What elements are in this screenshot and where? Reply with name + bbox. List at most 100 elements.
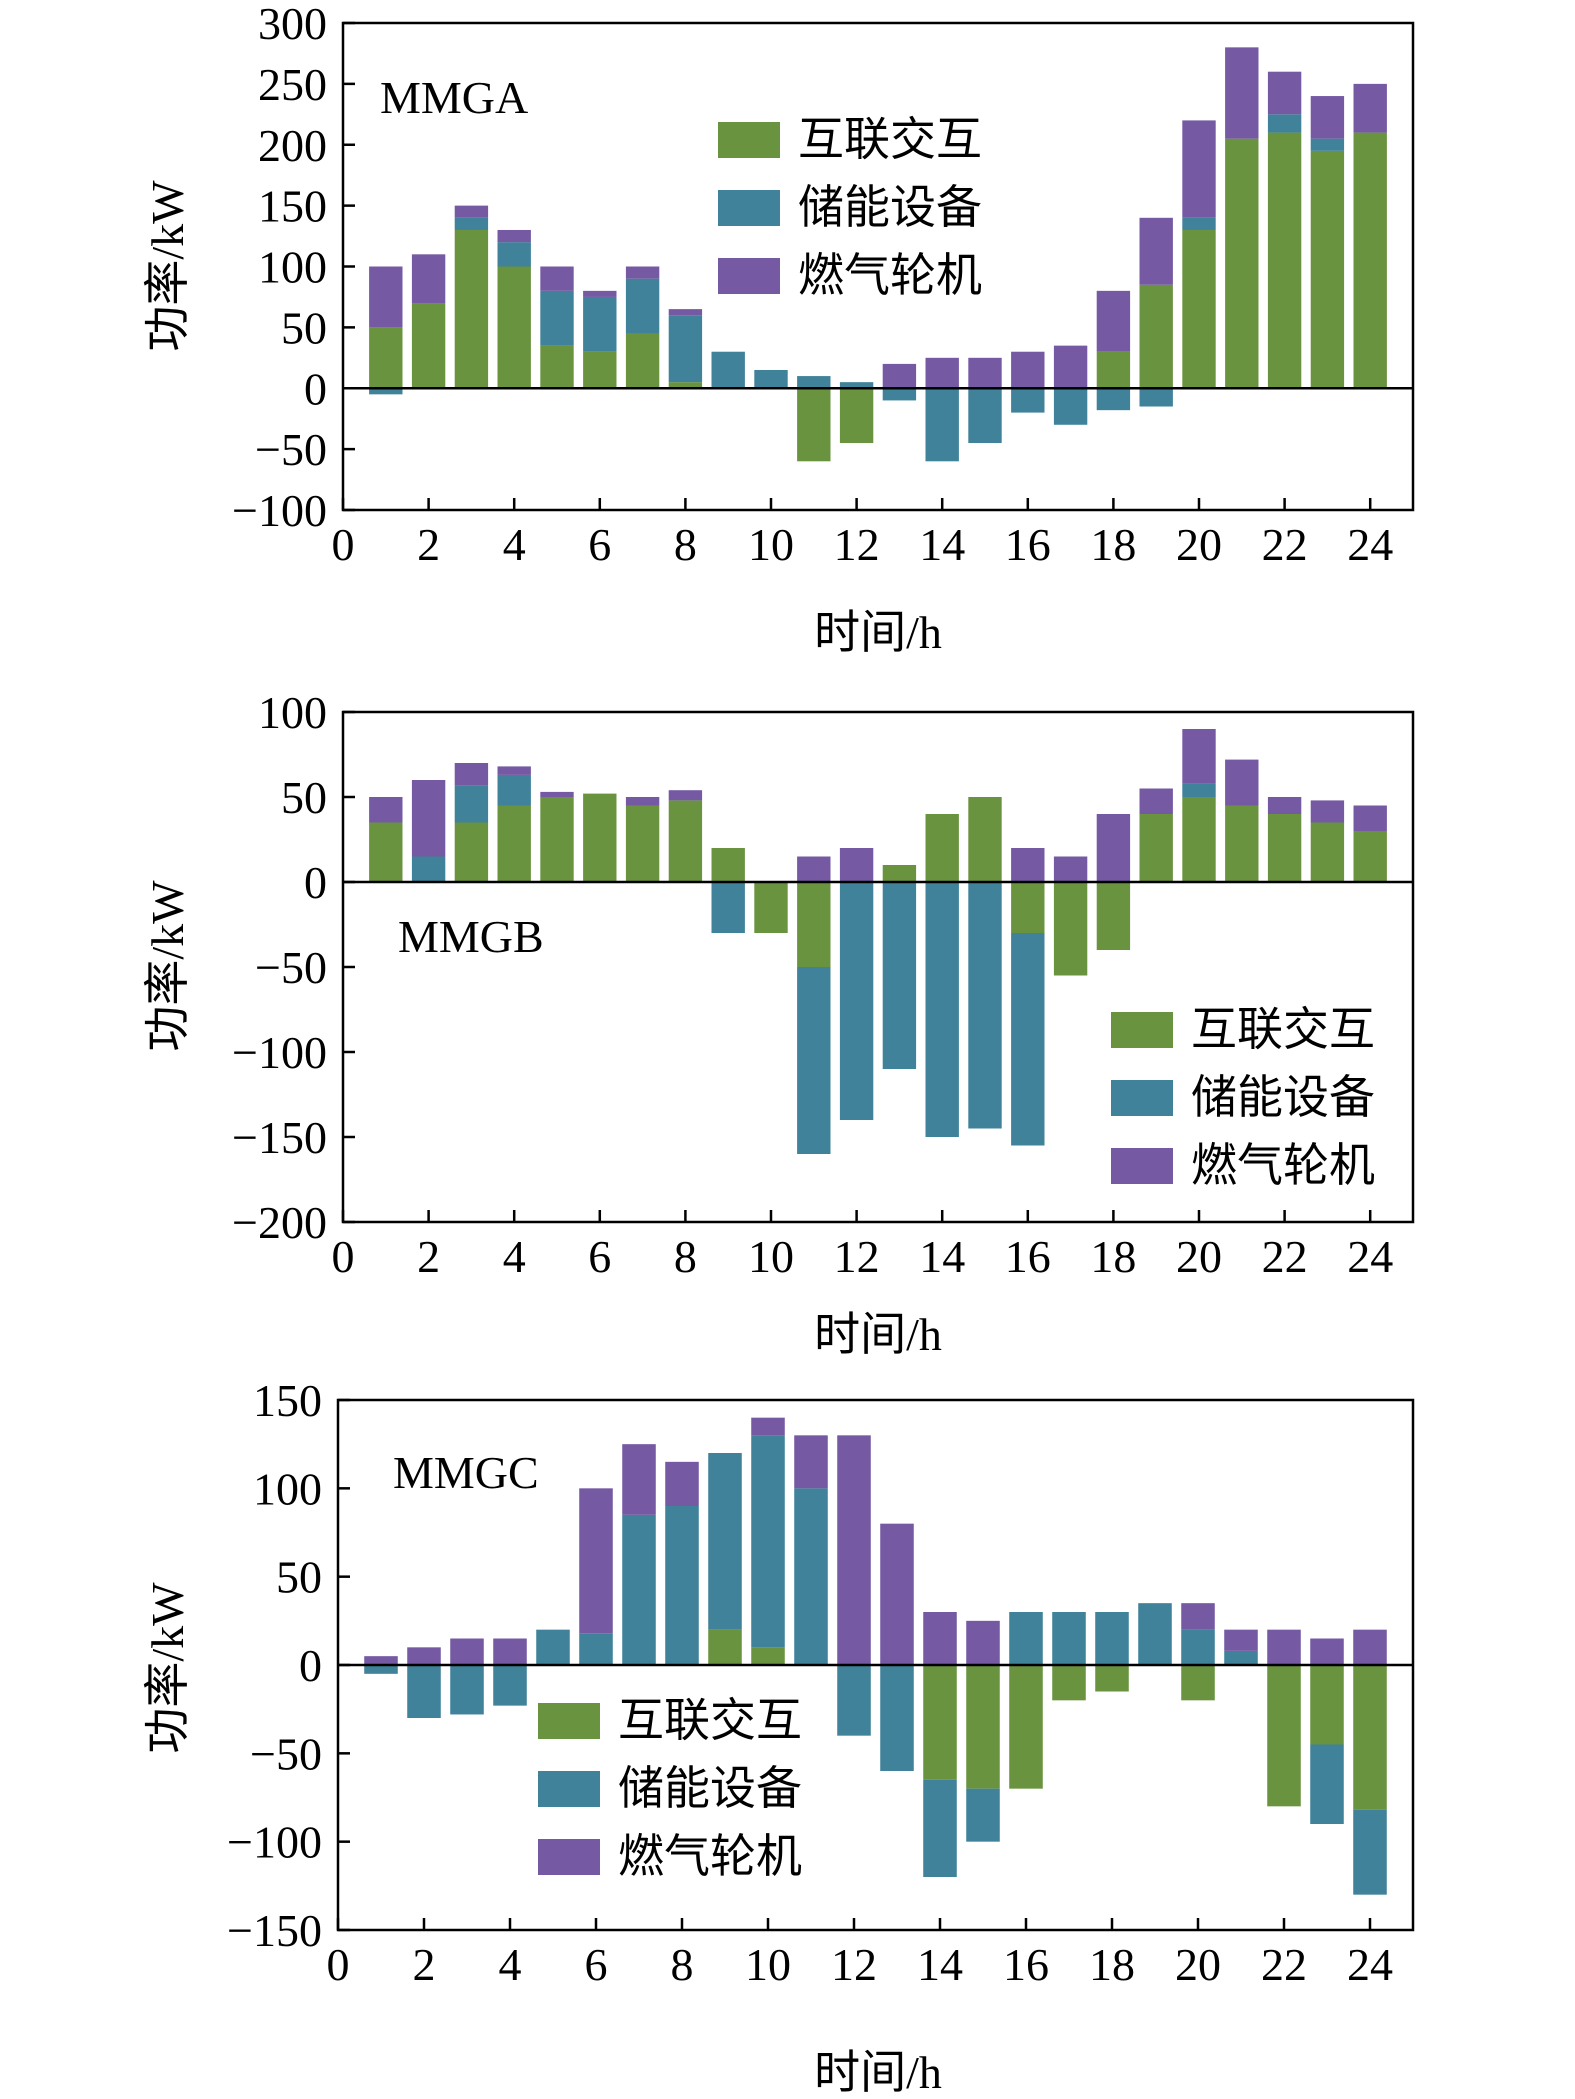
bar-mmgc-h13-s1: [880, 1665, 914, 1771]
x-tick-label-mmga-4: 4: [503, 519, 526, 570]
legend-swatch-mmgb-0: [1111, 1012, 1173, 1048]
bar-mmgb-h13-s1: [882, 882, 917, 1069]
ticks-mmgb: 0 2 4 6 8 10 12 14 16 18 20 22 24−200−150−100−500501…: [232, 687, 1393, 1282]
bar-mmgb-h21-s2: [1225, 759, 1259, 806]
bar-mmgb-h12-s2: [839, 848, 874, 882]
bar-mmgc-h23-s1: [1310, 1744, 1344, 1824]
bar-mmgb-h5-s2: [540, 791, 574, 797]
x-tick-label-mmgc-4: 4: [499, 1939, 522, 1990]
bar-mmgb-h16-s0: [1011, 882, 1045, 933]
panel-mmgc: 0 2 4 6 8 10 12 14 16 18 20 22 24−150−100−5005010015…: [142, 1375, 1415, 2098]
y-axis-title-mmga: 功率/kW: [142, 180, 193, 352]
bar-mmga-h1-s2: [369, 266, 403, 328]
bar-mmgb-h11-s0: [797, 882, 831, 967]
x-tick-label-mmgc-24: 24: [1347, 1939, 1393, 1990]
bar-mmgb-h17-s0: [1053, 882, 1088, 976]
y-tick-label-mmga--100: −100: [232, 485, 327, 536]
ticks-mmgc: 0 2 4 6 8 10 12 14 16 18 20 22 24−150−100−5005010015…: [227, 1375, 1393, 1990]
bar-mmgc-h6-s2: [579, 1488, 613, 1634]
bar-mmga-h2-s0: [411, 303, 446, 389]
bar-mmgc-h12-s1: [837, 1665, 871, 1736]
x-tick-label-mmgb-4: 4: [503, 1231, 526, 1282]
bar-mmgc-h20-s2: [1181, 1603, 1215, 1630]
bar-mmgc-h15-s2: [966, 1620, 1000, 1665]
panel-title-mmgc: MMGC: [393, 1447, 539, 1498]
x-tick-label-mmgb-2: 2: [417, 1231, 440, 1282]
bar-mmgb-h20-s2: [1182, 729, 1216, 784]
bar-mmga-h23-s2: [1310, 96, 1345, 139]
bar-mmgb-h4-s1: [497, 774, 531, 806]
bar-mmga-h6-s1: [583, 296, 617, 352]
y-tick-label-mmgc-50: 50: [276, 1552, 322, 1603]
bar-mmgb-h3-s2: [454, 763, 489, 786]
y-tick-label-mmgc-150: 150: [253, 1375, 322, 1426]
legend-swatch-mmga-1: [718, 190, 780, 226]
bar-mmga-h12-s1: [839, 382, 874, 389]
x-tick-label-mmgc-18: 18: [1089, 1939, 1135, 1990]
bar-mmgc-h22-s0: [1267, 1665, 1301, 1807]
y-tick-label-mmga-300: 300: [258, 0, 327, 49]
bar-mmga-h19-s0: [1139, 284, 1173, 389]
panel-mmgb: 0 2 4 6 8 10 12 14 16 18 20 22 24−200−150−100−500501…: [142, 687, 1415, 1360]
bar-mmgc-h23-s2: [1310, 1638, 1344, 1665]
bar-mmgb-h20-s1: [1182, 783, 1216, 797]
legend-swatch-mmga-0: [718, 122, 780, 158]
bar-mmga-h13-s2: [882, 363, 917, 389]
bar-mmgc-h9-s0: [708, 1629, 742, 1665]
bar-mmga-h1-s1: [369, 388, 403, 395]
bar-mmgc-h11-s2: [794, 1435, 828, 1489]
bar-mmgc-h18-s1: [1095, 1612, 1129, 1665]
bar-mmga-h20-s1: [1182, 217, 1216, 230]
bar-mmgc-h16-s1: [1009, 1612, 1043, 1665]
bar-mmga-h19-s1: [1139, 388, 1173, 407]
bar-mmgc-h7-s1: [622, 1514, 656, 1665]
bar-mmgc-h15-s1: [966, 1788, 1000, 1842]
bar-mmga-h7-s0: [625, 333, 660, 389]
x-tick-label-mmga-2: 2: [417, 519, 440, 570]
bar-mmgc-h9-s1: [708, 1453, 742, 1630]
bar-mmga-h18-s1: [1096, 388, 1131, 411]
legend-label-mmgc-0: 互联交互: [618, 1695, 802, 1746]
x-tick-label-mmgc-8: 8: [671, 1939, 694, 1990]
bar-mmga-h24-s0: [1353, 132, 1387, 389]
legend-label-mmgc-2: 燃气轮机: [618, 1831, 802, 1882]
x-tick-label-mmgc-10: 10: [745, 1939, 791, 1990]
x-tick-label-mmgc-2: 2: [413, 1939, 436, 1990]
bar-mmgc-h4-s1: [493, 1665, 527, 1706]
bar-mmga-h18-s0: [1096, 351, 1131, 389]
x-tick-label-mmgc-6: 6: [585, 1939, 608, 1990]
bar-mmgc-h14-s0: [923, 1665, 957, 1780]
y-axis-title-mmgb: 功率/kW: [142, 880, 193, 1052]
bar-mmga-h16-s2: [1011, 351, 1045, 389]
bar-mmgc-h17-s0: [1052, 1665, 1086, 1701]
bar-mmgb-h5-s0: [540, 797, 574, 882]
bar-mmga-h24-s2: [1353, 83, 1387, 133]
bar-mmgc-h21-s2: [1224, 1629, 1258, 1651]
x-tick-label-mmga-22: 22: [1262, 519, 1308, 570]
bar-mmgb-h21-s0: [1225, 805, 1259, 882]
bar-mmga-h5-s2: [540, 266, 574, 291]
bars-mmgc: [364, 1417, 1387, 1895]
bars-mmgb: [369, 729, 1387, 1154]
y-tick-label-mmgb--50: −50: [255, 942, 327, 993]
bar-mmgc-h23-s0: [1310, 1665, 1344, 1745]
bar-mmga-h1-s0: [369, 327, 403, 389]
y-tick-label-mmgc--150: −150: [227, 1905, 322, 1956]
bar-mmga-h7-s2: [625, 266, 660, 279]
x-tick-label-mmga-12: 12: [834, 519, 880, 570]
bar-mmga-h3-s0: [454, 229, 489, 389]
bar-mmga-h23-s1: [1310, 138, 1345, 151]
bar-mmgb-h13-s0: [882, 865, 917, 882]
bar-mmga-h10-s1: [754, 369, 788, 389]
bar-mmgb-h11-s2: [797, 856, 831, 882]
x-tick-label-mmga-6: 6: [588, 519, 611, 570]
bar-mmga-h19-s2: [1139, 217, 1173, 285]
bar-mmga-h15-s2: [968, 357, 1002, 389]
x-tick-label-mmgb-24: 24: [1347, 1231, 1393, 1282]
bar-mmga-h12-s0: [839, 388, 874, 444]
bar-mmga-h18-s2: [1096, 290, 1131, 352]
y-tick-label-mmga-200: 200: [258, 120, 327, 171]
y-tick-label-mmgb--150: −150: [232, 1112, 327, 1163]
